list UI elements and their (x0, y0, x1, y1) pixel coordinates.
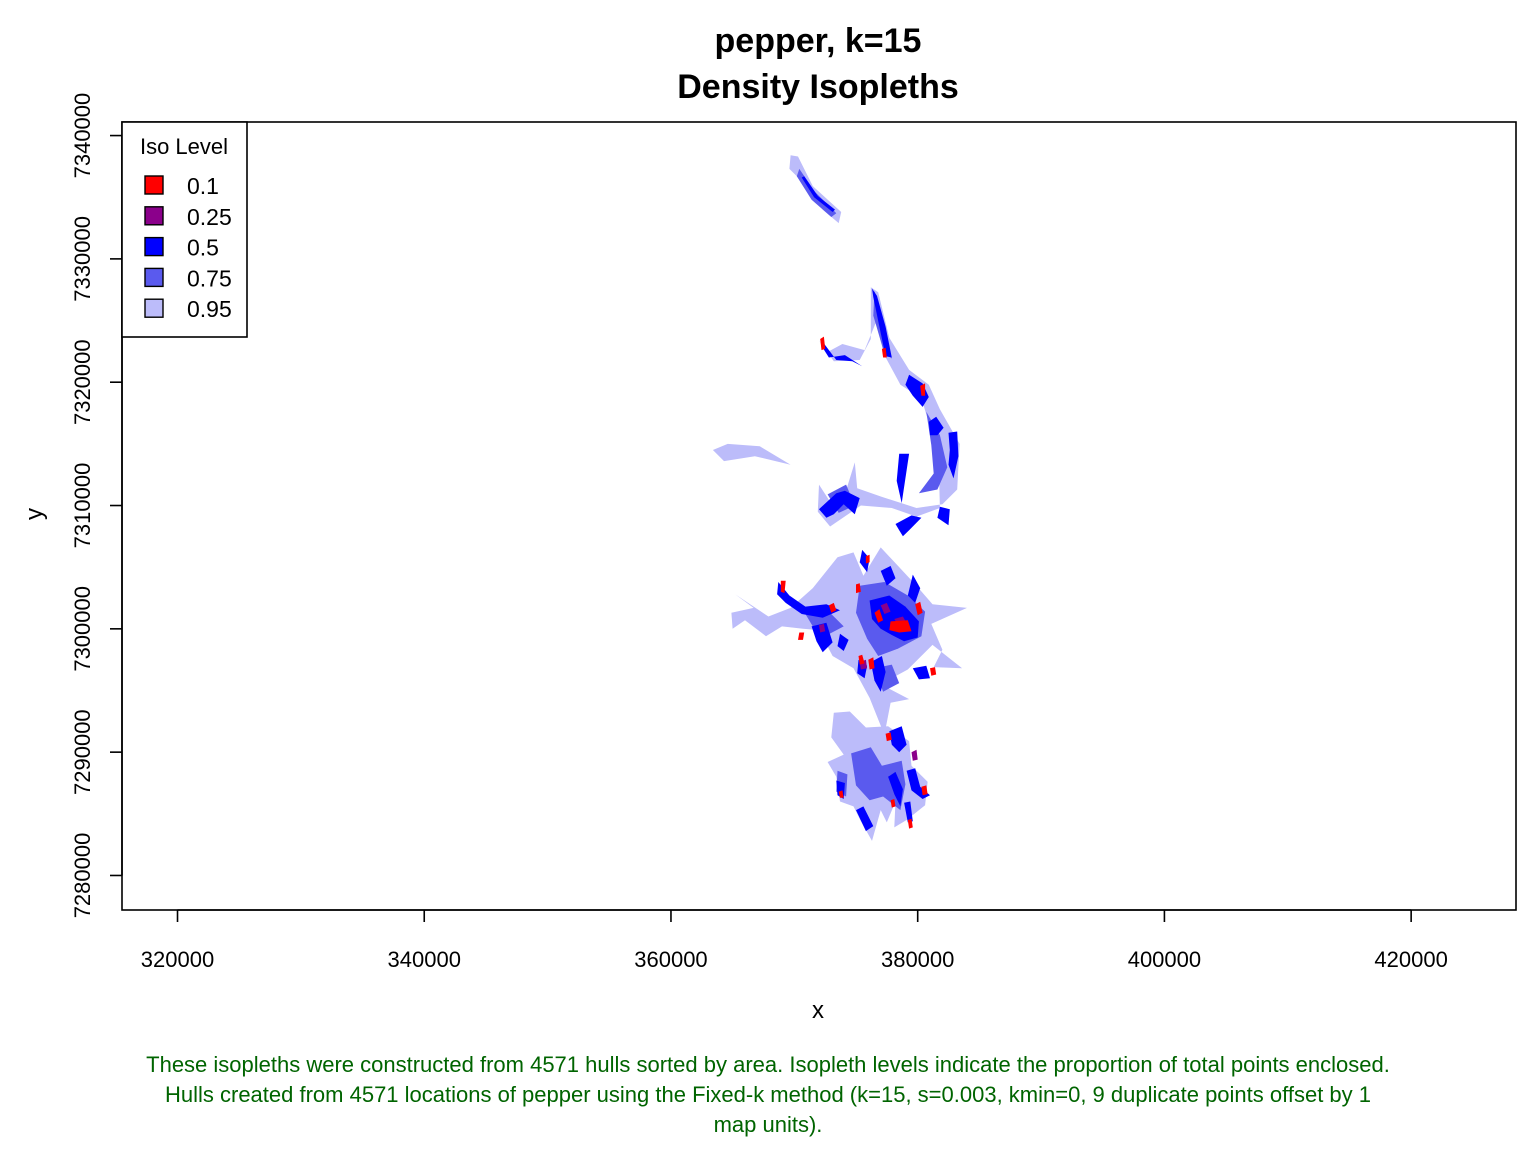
isopleth-polygon (904, 801, 913, 823)
legend-entry: 0.25 (144, 204, 232, 230)
isopleth-polygon (817, 287, 960, 527)
isopleth-polygon (872, 288, 892, 358)
isopleth-polygon (889, 726, 907, 753)
legend-swatch (144, 175, 164, 195)
isopleth-polygon (874, 609, 884, 623)
legend-title: Iso Level (140, 134, 228, 159)
x-tick-label: 400000 (1128, 947, 1201, 972)
legend-label: 0.75 (187, 265, 232, 291)
isopleth-polygon (870, 656, 886, 692)
isopleth-polygon (907, 574, 921, 603)
legend-box (121, 121, 248, 338)
plot-area (712, 155, 967, 841)
legend-swatch (144, 206, 164, 226)
isopleth-polygon (948, 431, 959, 479)
isopleth-polygon (837, 633, 849, 651)
isopleth-polygon (890, 799, 896, 808)
isopleth-polygon (885, 732, 892, 742)
isopleth-polygon (911, 749, 918, 761)
isopleth-polygon (777, 582, 840, 618)
isopleth-polygon (895, 515, 922, 537)
legend: Iso Level 0.1 0.25 0.5 0.75 0.95 (121, 121, 248, 338)
isopleth-polygon (888, 771, 903, 807)
x-axis-label: x (812, 997, 824, 1024)
legend-swatch (144, 267, 164, 288)
isopleth-polygon (868, 657, 875, 670)
isopleth-polygon (801, 176, 835, 212)
caption-line-1: These isopleths were constructed from 45… (146, 1052, 1390, 1077)
legend-label: 0.25 (187, 204, 232, 230)
isopleth-polygon (896, 453, 910, 504)
isopleth-polygon (819, 623, 826, 633)
isopleth-polygon (918, 411, 948, 494)
isopleth-polygon (780, 580, 786, 594)
isopleth-polygon (881, 347, 887, 358)
isopleth-polygon (851, 747, 906, 811)
isopleth-polygon (856, 806, 874, 832)
y-tick-label: 7340000 (70, 93, 95, 179)
caption: These isopleths were constructed from 45… (20, 1050, 1516, 1140)
caption-line-3: map units). (713, 1112, 823, 1137)
isopleth-polygon (937, 506, 950, 526)
isopleth-polygon (920, 383, 926, 396)
y-tick-label: 7320000 (70, 339, 95, 425)
isopleth-polygon (880, 602, 891, 614)
y-axis-label: y (21, 508, 48, 520)
x-tick-label: 360000 (634, 947, 707, 972)
isopleth-polygon (731, 547, 967, 735)
isopleth-polygon (820, 336, 826, 351)
legend-entry: 0.95 (144, 296, 232, 322)
isopleth-polygon (930, 667, 937, 676)
y-tick-label: 7310000 (70, 463, 95, 549)
x-tick-label: 340000 (388, 947, 461, 972)
legend-swatch (144, 298, 164, 318)
isopleth-polygon (915, 601, 923, 616)
series-level-0.5 (777, 176, 959, 832)
isopleth-polygon (856, 583, 861, 594)
isopleth-polygon (907, 818, 913, 829)
chart-subtitle: Density Isopleths (677, 68, 959, 106)
legend-entry: 0.1 (144, 173, 219, 199)
legend-label: 0.95 (187, 296, 232, 322)
isopleth-polygon (928, 416, 944, 436)
isopleth-polygon (912, 665, 930, 680)
isopleth-polygon (905, 374, 929, 407)
isopleth-polygon (889, 620, 912, 633)
isopleth-polygon (880, 565, 896, 586)
legend-swatch (144, 236, 164, 257)
isopleth-polygon (712, 443, 791, 465)
isopleth-polygon (828, 602, 837, 613)
x-axis: 320000 340000 360000 380000 400000 420000 (141, 909, 1448, 972)
isopleth-polygon (858, 654, 865, 665)
x-tick-label: 380000 (881, 947, 954, 972)
y-tick-label: 7330000 (70, 216, 95, 302)
legend-entry: 0.5 (144, 235, 219, 261)
isopleth-polygon (798, 632, 805, 640)
isopleth-polygon (865, 554, 870, 564)
isopleth-chart: pepper, k=15 Density Isopleths 320000 340… (21, 22, 1517, 1024)
legend-label: 0.1 (187, 173, 219, 199)
isopleth-polygon (811, 622, 833, 653)
isopleth-polygon (921, 785, 928, 796)
isopleth-polygon (821, 340, 863, 367)
y-axis: 7280000 7290000 7300000 7310000 7320000 73300… (70, 93, 123, 919)
x-tick-label: 320000 (141, 947, 214, 972)
series-level-0.1 (780, 336, 937, 829)
legend-label: 0.5 (187, 235, 219, 261)
caption-line-2: Hulls created from 4571 locations of pep… (164, 1082, 1371, 1107)
y-tick-label: 7290000 (70, 709, 95, 795)
isopleth-polygon (859, 549, 870, 573)
isopleth-polygon (819, 490, 860, 518)
y-tick-label: 7280000 (70, 833, 95, 919)
chart-title: pepper, k=15 (715, 22, 922, 60)
x-tick-label: 420000 (1374, 947, 1447, 972)
legend-entry: 0.75 (144, 265, 232, 291)
plot-frame (121, 121, 1517, 911)
isopleth-polygon (838, 790, 844, 798)
y-tick-label: 7300000 (70, 586, 95, 672)
